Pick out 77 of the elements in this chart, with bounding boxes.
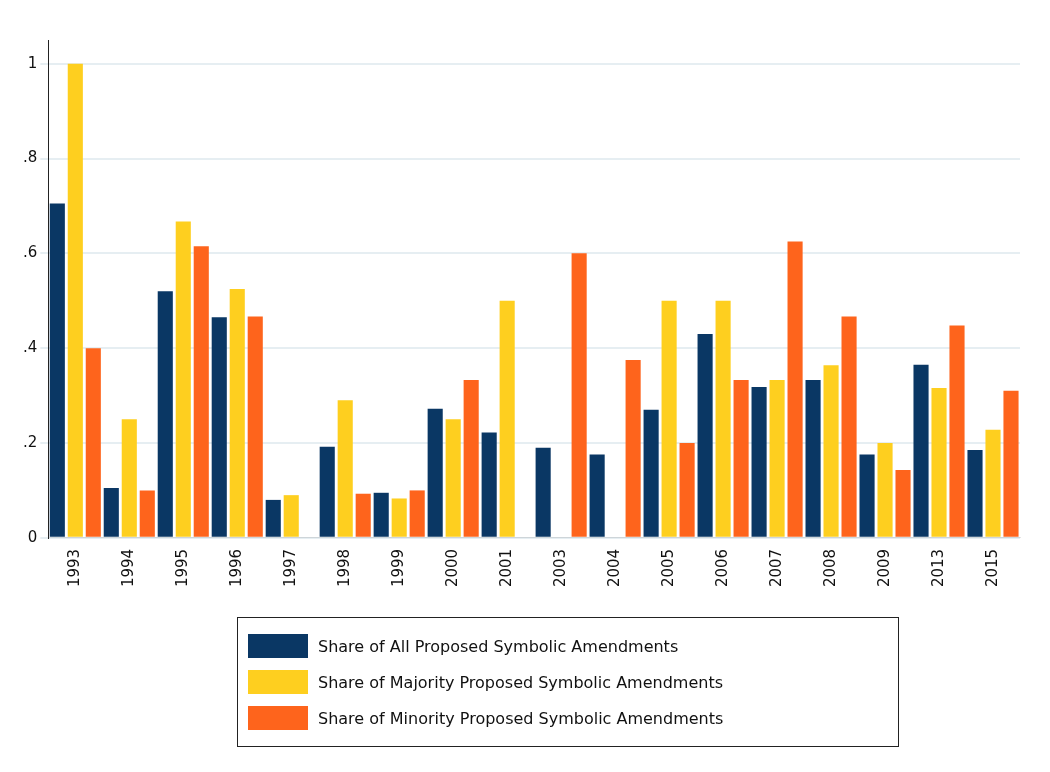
bar — [85, 348, 101, 537]
x-tick-label: 2005 — [659, 548, 677, 588]
x-tick-label: 2007 — [766, 548, 785, 588]
bar — [319, 446, 335, 537]
x-tick-label: 1999 — [389, 548, 408, 588]
x-tick-label: 2013 — [928, 548, 947, 588]
y-tick-label: 1 — [27, 53, 38, 72]
bar — [481, 432, 497, 537]
x-tick-label: 1995 — [173, 548, 192, 588]
bar — [535, 447, 551, 537]
bar — [499, 300, 515, 537]
x-tick-label: 1994 — [119, 548, 138, 588]
bar — [859, 454, 875, 537]
x-tick-label: 2004 — [605, 548, 624, 588]
bar — [895, 470, 911, 537]
bar — [733, 379, 749, 537]
bar — [697, 333, 713, 537]
bar — [841, 316, 857, 537]
bar — [283, 495, 299, 537]
bar — [931, 388, 947, 537]
bar — [445, 419, 461, 537]
x-tick-label: 2009 — [874, 548, 893, 588]
bar — [157, 291, 173, 537]
bar — [139, 490, 155, 537]
bar — [409, 490, 425, 537]
x-tick-label: 1993 — [65, 548, 84, 588]
x-tick-label: 2008 — [820, 548, 839, 588]
bar — [1003, 390, 1019, 537]
bar — [121, 419, 137, 537]
legend-label: Share of Majority Proposed Symbolic Amendments — [318, 672, 723, 692]
legend-label: Share of Minority Proposed Symbolic Amendments — [318, 708, 724, 728]
bar — [967, 450, 983, 537]
y-tick-label: .6 — [23, 243, 38, 262]
bar — [787, 241, 803, 537]
y-tick-label: 0 — [27, 527, 38, 546]
bar — [571, 253, 587, 537]
bar — [949, 325, 965, 537]
bar — [355, 493, 371, 537]
x-tick-label: 2000 — [443, 548, 462, 588]
bar — [679, 443, 695, 537]
bar — [265, 499, 281, 537]
y-tick-label: .4 — [23, 338, 38, 357]
bar — [391, 498, 407, 537]
bar — [427, 408, 443, 537]
x-tick-label: 2003 — [551, 548, 570, 588]
bar — [823, 365, 839, 537]
x-tick-label: 1997 — [281, 548, 300, 588]
bar — [49, 203, 65, 537]
bar — [769, 379, 785, 537]
bar — [337, 400, 353, 537]
bar — [103, 488, 119, 537]
x-tick-label: 2001 — [497, 548, 516, 588]
x-tick-label: 1996 — [227, 548, 246, 588]
y-tick-label: .8 — [23, 148, 38, 167]
bar — [625, 360, 641, 537]
legend-label: Share of All Proposed Symbolic Amendments — [318, 636, 679, 656]
bar — [913, 364, 929, 537]
bar — [67, 63, 83, 537]
x-tick-label: 1998 — [335, 548, 354, 588]
bar — [751, 387, 767, 537]
x-tick-label: 2015 — [982, 548, 1001, 588]
bar — [373, 492, 389, 537]
bar — [985, 429, 1001, 537]
bar — [877, 443, 893, 537]
bar — [211, 317, 227, 537]
bar — [247, 316, 263, 537]
bar — [229, 288, 245, 537]
bar — [589, 454, 605, 537]
bar — [805, 379, 821, 537]
x-tick-label: 2006 — [712, 548, 731, 588]
bar — [463, 379, 479, 537]
bar — [643, 409, 659, 537]
bar — [661, 300, 677, 537]
bar — [175, 221, 191, 537]
bar — [193, 246, 209, 537]
y-tick-label: .2 — [23, 432, 38, 451]
bar — [715, 300, 731, 537]
